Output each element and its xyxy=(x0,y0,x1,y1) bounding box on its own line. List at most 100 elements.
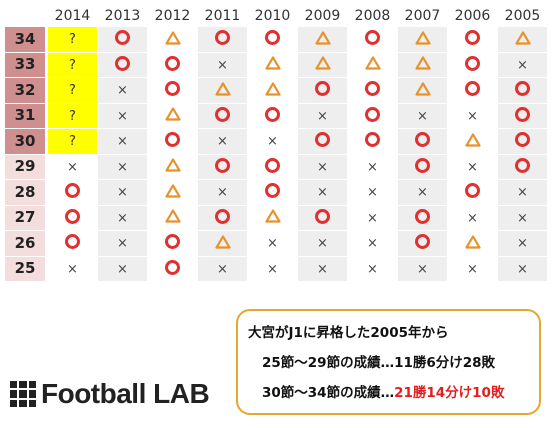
matchday-row: 29 × × × × × xyxy=(5,154,547,179)
matchday-label: 28 xyxy=(5,180,47,205)
loss-cross-icon: × xyxy=(467,261,478,277)
result-cell xyxy=(498,129,547,154)
result-cell xyxy=(148,256,197,281)
note-line-3: 30節～34節の成績…21勝14分け10敗 xyxy=(262,381,504,401)
matchday-label: 31 xyxy=(5,103,47,128)
loss-cross-icon: × xyxy=(117,236,128,252)
summary-note-box: 大宮がJ1に昇格した2005年から 25節～29節の成績…11勝6分け28敗 3… xyxy=(236,309,541,415)
result-cell: × xyxy=(348,180,397,205)
draw-triangle-icon xyxy=(414,31,431,45)
result-cell: × xyxy=(248,256,297,281)
matchday-row: 34? xyxy=(5,27,547,52)
result-cell xyxy=(298,27,347,52)
note-line-3-highlight: 21勝14分け10敗 xyxy=(394,385,505,401)
undecided-question-mark: ? xyxy=(69,134,76,150)
win-circle-icon xyxy=(315,132,330,148)
loss-cross-icon: × xyxy=(117,83,128,99)
result-cell xyxy=(198,78,247,103)
result-cell: × xyxy=(448,154,497,179)
results-grid-body: 34? 33? × × 32? × 31? × × × × 30? × × × 29 × × × × × 28 × × × × × ×… xyxy=(5,27,547,281)
draw-triangle-icon xyxy=(414,56,431,70)
loss-cross-icon: × xyxy=(317,108,328,124)
loss-cross-icon: × xyxy=(117,134,128,150)
result-cell: × xyxy=(348,154,397,179)
corner-cell xyxy=(5,6,47,26)
win-circle-icon xyxy=(165,259,180,275)
matchday-row: 32? × xyxy=(5,78,547,103)
loss-cross-icon: × xyxy=(517,210,528,226)
result-cell xyxy=(248,27,297,52)
result-cell xyxy=(448,180,497,205)
year-header-2006: 2006 xyxy=(454,8,491,24)
result-cell: × xyxy=(298,154,347,179)
matchday-label: 30 xyxy=(5,129,47,154)
result-cell xyxy=(398,27,447,52)
year-header-2013: 2013 xyxy=(104,8,141,24)
result-cell: × xyxy=(498,256,547,281)
result-cell: × xyxy=(98,205,147,230)
win-circle-icon xyxy=(515,81,530,97)
draw-triangle-icon xyxy=(214,235,231,249)
result-cell xyxy=(148,129,197,154)
loss-cross-icon: × xyxy=(217,57,228,73)
result-cell: × xyxy=(448,205,497,230)
matchday-row: 33? × × xyxy=(5,52,547,77)
result-cell: × xyxy=(498,52,547,77)
matchday-label: 29 xyxy=(5,154,47,179)
result-cell: × xyxy=(498,180,547,205)
year-header-2008: 2008 xyxy=(354,8,391,24)
result-cell: × xyxy=(98,231,147,256)
win-circle-icon xyxy=(515,106,530,122)
result-cell xyxy=(248,180,297,205)
football-lab-logo: Football LAB xyxy=(10,378,210,410)
draw-triangle-icon xyxy=(514,31,531,45)
result-cell xyxy=(498,78,547,103)
draw-triangle-icon xyxy=(464,133,481,147)
loss-cross-icon: × xyxy=(517,261,528,277)
win-circle-icon xyxy=(65,234,80,250)
result-cell: ? xyxy=(48,78,97,103)
result-cell: × xyxy=(248,129,297,154)
result-cell xyxy=(398,129,447,154)
loss-cross-icon: × xyxy=(117,210,128,226)
result-cell xyxy=(48,205,97,230)
result-cell: × xyxy=(348,205,397,230)
loss-cross-icon: × xyxy=(317,159,328,175)
result-cell xyxy=(248,103,297,128)
win-circle-icon xyxy=(165,81,180,97)
win-circle-icon xyxy=(115,30,130,46)
result-cell: × xyxy=(398,180,447,205)
result-cell xyxy=(348,103,397,128)
result-cell xyxy=(298,205,347,230)
win-circle-icon xyxy=(365,132,380,148)
loss-cross-icon: × xyxy=(417,108,428,124)
result-cell: ? xyxy=(48,52,97,77)
matchday-row: 27 × × × × xyxy=(5,205,547,230)
win-circle-icon xyxy=(165,132,180,148)
win-circle-icon xyxy=(115,55,130,71)
win-circle-icon xyxy=(465,81,480,97)
win-circle-icon xyxy=(415,132,430,148)
result-cell xyxy=(148,52,197,77)
loss-cross-icon: × xyxy=(367,236,378,252)
matchday-label: 32 xyxy=(5,78,47,103)
result-cell xyxy=(498,154,547,179)
result-cell: × xyxy=(398,103,447,128)
year-header-row: 2014 2013 2012 2011 2010 2009 2008 2007 2006 2005 xyxy=(5,6,547,26)
result-cell: × xyxy=(498,205,547,230)
loss-cross-icon: × xyxy=(367,159,378,175)
result-cell xyxy=(348,27,397,52)
draw-triangle-icon xyxy=(364,56,381,70)
result-cell xyxy=(148,27,197,52)
result-cell: × xyxy=(348,231,397,256)
result-cell xyxy=(398,231,447,256)
draw-triangle-icon xyxy=(264,56,281,70)
loss-cross-icon: × xyxy=(217,185,228,201)
draw-triangle-icon xyxy=(164,107,181,121)
result-cell xyxy=(148,78,197,103)
matchday-row: 26 × × × × × xyxy=(5,231,547,256)
result-cell xyxy=(98,27,147,52)
loss-cross-icon: × xyxy=(267,236,278,252)
result-cell xyxy=(498,27,547,52)
matchday-row: 31? × × × × xyxy=(5,103,547,128)
